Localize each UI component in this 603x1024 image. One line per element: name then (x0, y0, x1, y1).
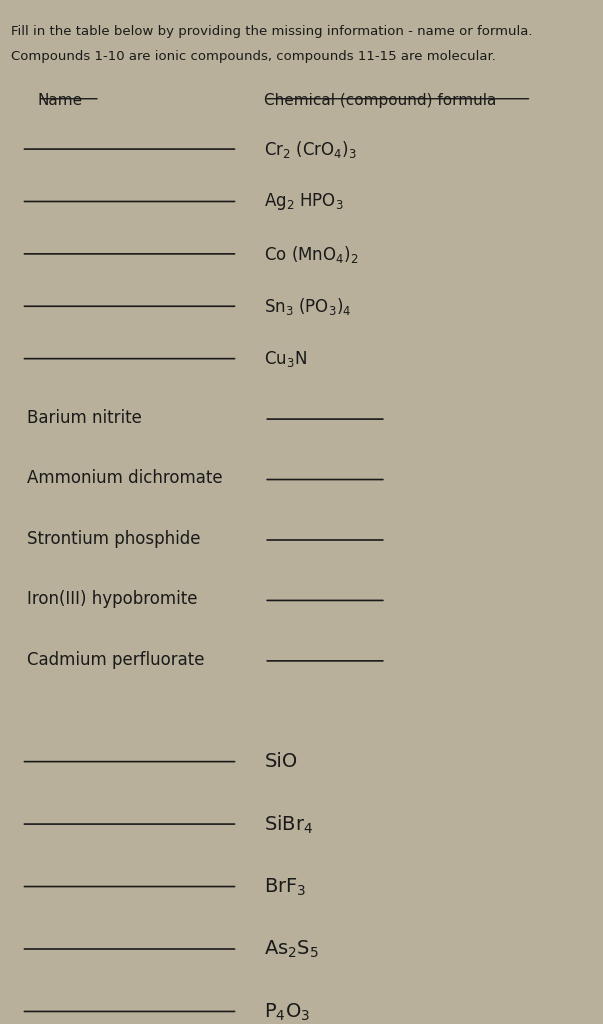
Text: Barium nitrite: Barium nitrite (27, 409, 142, 427)
Text: Strontium phosphide: Strontium phosphide (27, 529, 200, 548)
Text: Name: Name (38, 93, 83, 108)
Text: Iron(III) hypobromite: Iron(III) hypobromite (27, 591, 197, 608)
Text: P$_4$O$_3$: P$_4$O$_3$ (264, 1001, 311, 1023)
Text: Co (MnO$_4$)$_2$: Co (MnO$_4$)$_2$ (264, 244, 359, 265)
Text: Compounds 1-10 are ionic compounds, compounds 11-15 are molecular.: Compounds 1-10 are ionic compounds, comp… (11, 50, 496, 63)
Text: SiBr$_4$: SiBr$_4$ (264, 814, 314, 837)
Text: Sn$_3$ (PO$_3$)$_4$: Sn$_3$ (PO$_3$)$_4$ (264, 296, 352, 317)
Text: Cu$_3$N: Cu$_3$N (264, 348, 308, 369)
Text: SiO: SiO (264, 752, 298, 770)
Text: BrF$_3$: BrF$_3$ (264, 877, 307, 898)
Text: Chemical (compound) formula: Chemical (compound) formula (264, 93, 497, 108)
Text: Fill in the table below by providing the missing information - name or formula.: Fill in the table below by providing the… (11, 26, 532, 38)
Text: As$_2$S$_5$: As$_2$S$_5$ (264, 939, 320, 961)
Text: Cr$_2$ (CrO$_4$)$_3$: Cr$_2$ (CrO$_4$)$_3$ (264, 139, 358, 160)
Text: Cadmium perfluorate: Cadmium perfluorate (27, 651, 204, 669)
Text: Ag$_2$ HPO$_3$: Ag$_2$ HPO$_3$ (264, 191, 344, 212)
Text: Ammonium dichromate: Ammonium dichromate (27, 469, 223, 487)
